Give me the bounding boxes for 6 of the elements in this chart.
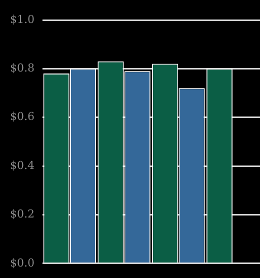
y-tick-label: $1.0	[10, 12, 34, 26]
y-tick-label: $0.6	[10, 110, 34, 124]
y-tick-label: $0.0	[10, 256, 34, 270]
y-tick-label: $0.4	[10, 158, 34, 172]
y-tick-label: $0.2	[10, 208, 34, 221]
y-tick-label: $0.8	[10, 62, 34, 75]
